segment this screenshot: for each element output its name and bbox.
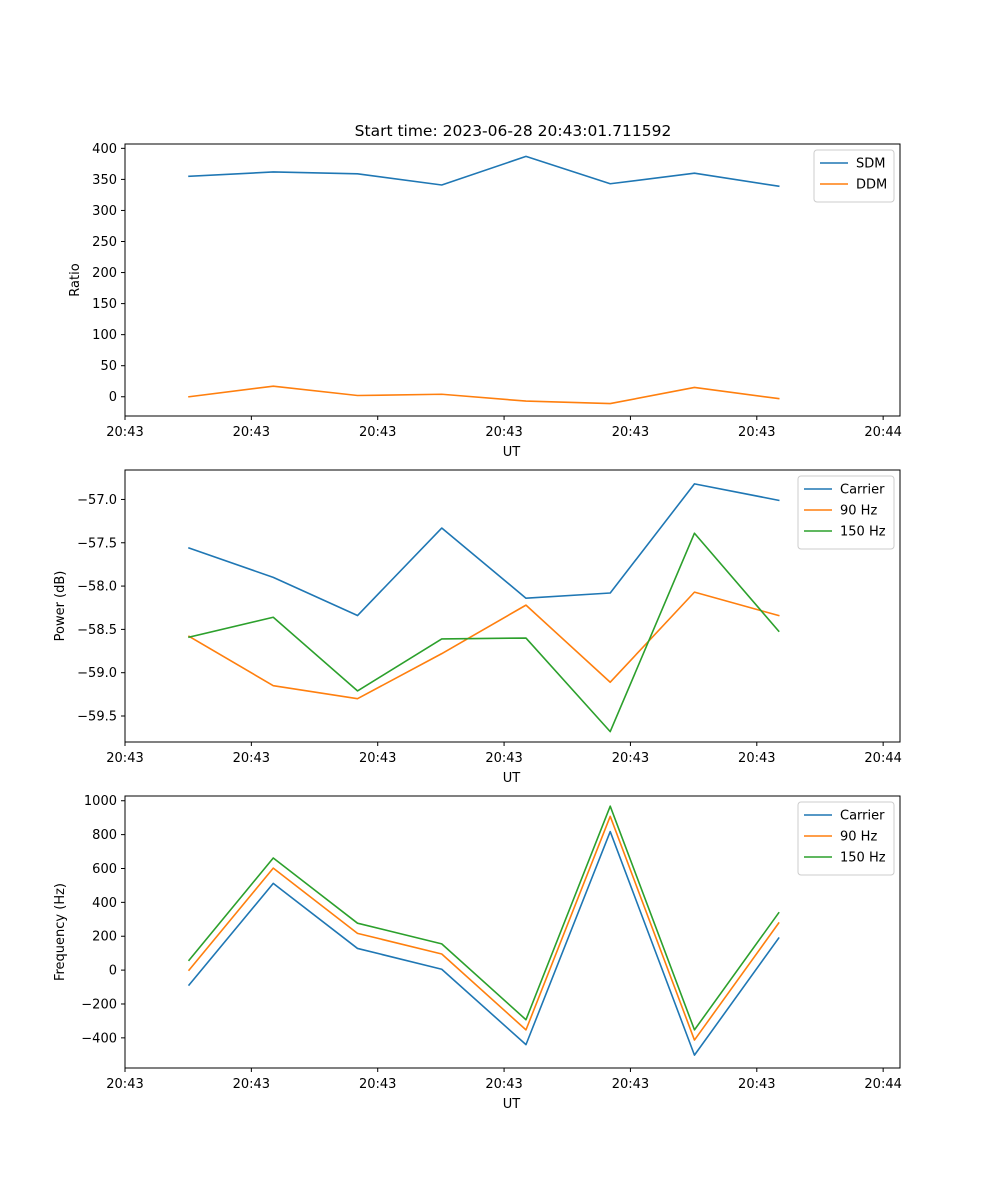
y-tick-label: −57.5	[77, 536, 117, 551]
legend-label: Carrier	[840, 483, 885, 498]
legend-label: 90 Hz	[840, 830, 877, 845]
y-tick-label: 0	[109, 964, 117, 979]
y-tick-label: −58.0	[77, 580, 117, 595]
y-tick-label: 350	[92, 173, 117, 188]
y-tick-label: 300	[92, 204, 117, 219]
x-tick-label: 20:43	[233, 425, 270, 440]
y-axis-label: Power (dB)	[53, 571, 68, 642]
legend-label: SDM	[856, 157, 885, 172]
x-axis-label: UT	[503, 1097, 521, 1112]
subplot-1: 20:43 20:43 20:43 20:43 20:43 20:43 20:44 0 50 10…	[68, 142, 902, 460]
series-line-ddm	[188, 385, 780, 405]
y-axis-label: Ratio	[68, 263, 83, 296]
y-tick-label: 150	[92, 297, 117, 312]
x-axis-label: UT	[503, 445, 521, 460]
subplot-2: 20:43 20:43 20:43 20:43 20:43 20:43 20:44 −59.5…	[53, 469, 902, 786]
x-tick-label: 20:43	[738, 1077, 775, 1092]
legend-label: 90 Hz	[840, 504, 877, 519]
x-tick-label: 20:43	[738, 751, 775, 766]
y-tick-label: 200	[92, 266, 117, 281]
series-line-carrier	[187, 830, 780, 1056]
x-tick-label: 20:43	[106, 425, 143, 440]
y-tick-label: −57.0	[77, 493, 117, 508]
x-tick-label: 20:43	[485, 751, 522, 766]
y-tick-label: −200	[81, 997, 117, 1012]
y-tick-label: 400	[92, 896, 117, 911]
y-tick-label: 50	[100, 359, 117, 374]
y-tick-label: 600	[92, 862, 117, 877]
x-tick-label: 20:43	[359, 751, 396, 766]
axes-frame	[124, 469, 901, 743]
subplot-3: 20:43 20:43 20:43 20:43 20:43 20:43 20:44 −400 −…	[53, 794, 902, 1112]
y-tick-label: −59.0	[77, 666, 117, 681]
legend-label: 150 Hz	[840, 851, 886, 866]
series-line-sdm	[188, 155, 780, 188]
x-tick-label: 20:43	[359, 1077, 396, 1092]
y-tick-label: 200	[92, 930, 117, 945]
x-tick-label: 20:43	[612, 1077, 649, 1092]
x-tick-label: 20:43	[485, 425, 522, 440]
x-tick-label: 20:43	[485, 1077, 522, 1092]
x-tick-label: 20:43	[612, 425, 649, 440]
series-line-90-hz	[187, 591, 780, 700]
y-tick-label: 250	[92, 235, 117, 250]
y-tick-label: −59.5	[77, 710, 117, 725]
x-tick-label: 20:43	[612, 751, 649, 766]
series-line-150-hz	[188, 532, 780, 733]
y-tick-label: 800	[92, 828, 117, 843]
series-line-150-hz	[187, 805, 780, 1031]
legend-label: 150 Hz	[840, 525, 886, 540]
series-line-90-hz	[187, 815, 780, 1041]
y-tick-label: −58.5	[77, 623, 117, 638]
y-tick-label: 400	[92, 142, 117, 157]
x-tick-label: 20:43	[359, 425, 396, 440]
y-tick-label: 0	[109, 390, 117, 405]
figure-title: Start time: 2023-06-28 20:43:01.711592	[355, 122, 672, 140]
x-tick-label: 20:43	[233, 751, 270, 766]
x-tick-label: 20:43	[738, 425, 775, 440]
x-tick-label: 20:44	[864, 1077, 901, 1092]
axes-frame	[124, 795, 901, 1069]
x-tick-label: 20:44	[864, 425, 901, 440]
x-tick-label: 20:43	[106, 1077, 143, 1092]
legend: SDM DDM	[813, 149, 895, 203]
legend-label: Carrier	[840, 809, 885, 824]
y-tick-label: 100	[92, 328, 117, 343]
y-tick-label: −400	[81, 1031, 117, 1046]
y-axis-label: Frequency (Hz)	[53, 883, 68, 981]
axes-frame	[124, 143, 901, 417]
legend: Carrier 90 Hz 150 Hz	[797, 475, 895, 550]
legend-label: DDM	[856, 178, 887, 193]
x-axis-label: UT	[503, 771, 521, 786]
x-tick-label: 20:44	[864, 751, 901, 766]
legend: Carrier 90 Hz 150 Hz	[797, 801, 895, 876]
x-tick-label: 20:43	[233, 1077, 270, 1092]
series-line-carrier	[188, 483, 780, 617]
x-tick-label: 20:43	[106, 751, 143, 766]
y-tick-label: 1000	[84, 794, 117, 809]
